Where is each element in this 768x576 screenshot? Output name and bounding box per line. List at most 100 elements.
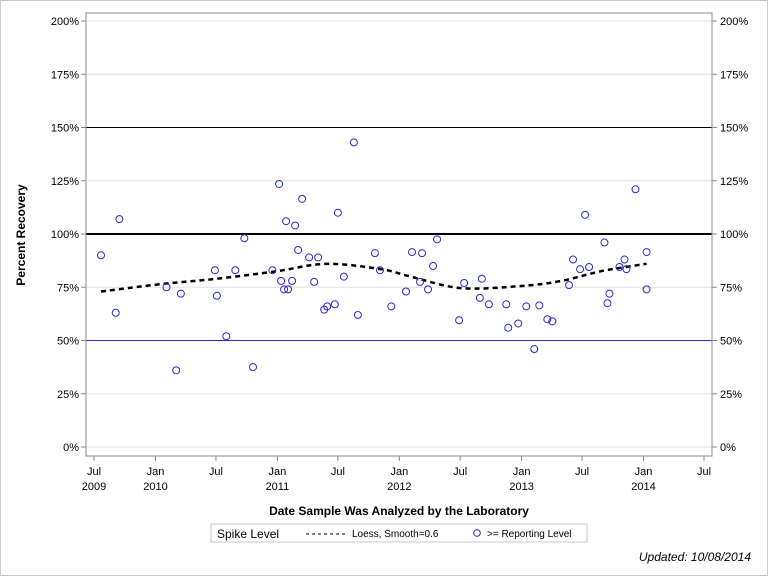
data-point — [240, 234, 249, 243]
data-point — [581, 210, 590, 219]
data-point — [548, 317, 557, 326]
y-tick-label-right: 0% — [720, 442, 736, 454]
data-point — [502, 300, 511, 309]
data-point — [282, 217, 291, 226]
data-point — [543, 315, 552, 324]
data-point — [600, 238, 609, 247]
data-point — [288, 276, 297, 285]
data-point — [231, 266, 240, 275]
y-tick-label-right: 150% — [720, 123, 748, 135]
data-point — [565, 281, 574, 290]
x-tick-year-label: 2013 — [509, 481, 533, 493]
data-point — [631, 185, 640, 194]
x-tick-label: Jan — [635, 466, 653, 478]
y-tick-label-left: 0% — [63, 442, 79, 454]
x-tick-label: Jul — [697, 466, 711, 478]
data-point — [585, 263, 594, 272]
data-point — [277, 276, 286, 285]
data-point — [455, 316, 464, 325]
data-point — [416, 277, 425, 286]
data-point — [504, 323, 513, 332]
data-point — [370, 249, 379, 258]
data-point — [339, 272, 348, 281]
y-tick-label-left: 50% — [57, 336, 79, 348]
scatter-points — [97, 138, 651, 375]
legend-entry-reporting: >= Reporting Level — [487, 529, 572, 540]
data-point — [477, 274, 486, 283]
x-tick-year-label: 2012 — [387, 481, 411, 493]
data-point — [314, 253, 323, 262]
x-tick-year-label: 2014 — [631, 481, 655, 493]
y-tick-label-left: 150% — [51, 123, 79, 135]
x-tick-year-label: 2009 — [82, 481, 106, 493]
x-tick-label: Jan — [269, 466, 287, 478]
data-point — [294, 245, 303, 254]
data-point — [176, 289, 185, 298]
y-axis-label: Percent Recovery — [14, 184, 28, 286]
legend-title: Spike Level — [217, 527, 279, 541]
data-point — [475, 293, 484, 302]
legend-box — [210, 523, 588, 543]
x-tick-label: Jan — [390, 466, 408, 478]
data-point — [418, 249, 427, 258]
y-tick-label-right: 75% — [720, 282, 742, 294]
y-tick-label-left: 175% — [51, 69, 79, 81]
x-tick-label: Jan — [513, 466, 531, 478]
data-point — [424, 285, 433, 294]
updated-footnote: Updated: 10/08/2014 — [639, 550, 751, 564]
y-tick-label-right: 200% — [720, 16, 748, 28]
data-point — [210, 266, 219, 275]
x-axis-label: Date Sample Was Analyzed by the Laborato… — [269, 504, 529, 518]
data-point — [353, 310, 362, 319]
y-tick-label-left: 75% — [57, 282, 79, 294]
data-point — [622, 265, 631, 274]
x-tick-label: Jul — [209, 466, 223, 478]
data-point — [433, 235, 442, 244]
data-point — [333, 208, 342, 217]
data-point — [375, 266, 384, 275]
y-axis-ticks: 0% 0% 25% 25% 50% 50% 75% 75% 100% 100% 125% 125% 15… — [51, 16, 748, 454]
x-tick-year-label: 2010 — [143, 481, 167, 493]
loess-line — [100, 262, 647, 293]
x-tick-label: Jul — [453, 466, 467, 478]
y-tick-label-right: 175% — [720, 69, 748, 81]
data-point — [514, 319, 523, 328]
data-point — [298, 194, 307, 203]
legend: Spike Level Loess, Smooth=0.6 >= Reporti… — [210, 523, 588, 543]
data-point — [249, 363, 258, 372]
data-point — [162, 283, 171, 292]
data-point — [603, 299, 612, 308]
data-point — [615, 263, 624, 272]
data-point — [460, 278, 469, 287]
y-tick-label-left: 125% — [51, 176, 79, 188]
data-point — [530, 345, 539, 354]
x-axis-ticks: Jul 2009 Jan 2010 Jul Jan 2011 Jul Jan 2012 Jul Jan… — [82, 456, 711, 493]
data-point — [280, 285, 289, 294]
data-point — [349, 138, 358, 147]
data-point — [569, 255, 578, 264]
y-tick-label-left: 100% — [51, 229, 79, 241]
data-point — [268, 266, 277, 275]
legend-entry-loess: Loess, Smooth=0.6 — [352, 529, 439, 540]
y-tick-label-left: 25% — [57, 389, 79, 401]
x-tick-label: Jul — [87, 466, 101, 478]
x-tick-label: Jul — [575, 466, 589, 478]
reference-lines — [86, 127, 712, 341]
data-point — [172, 366, 181, 375]
data-point — [115, 215, 124, 224]
data-point — [535, 301, 544, 310]
data-point — [605, 289, 614, 298]
y-tick-label-right: 50% — [720, 336, 742, 348]
y-tick-label-right: 25% — [720, 389, 742, 401]
y-tick-label-left: 200% — [51, 16, 79, 28]
data-point — [408, 248, 417, 257]
data-point — [97, 251, 106, 260]
data-point — [484, 300, 493, 309]
legend-circle-symbol — [473, 529, 481, 537]
data-point — [576, 265, 585, 274]
x-tick-year-label: 2011 — [266, 481, 290, 493]
data-point — [305, 253, 314, 262]
data-point — [642, 285, 651, 294]
